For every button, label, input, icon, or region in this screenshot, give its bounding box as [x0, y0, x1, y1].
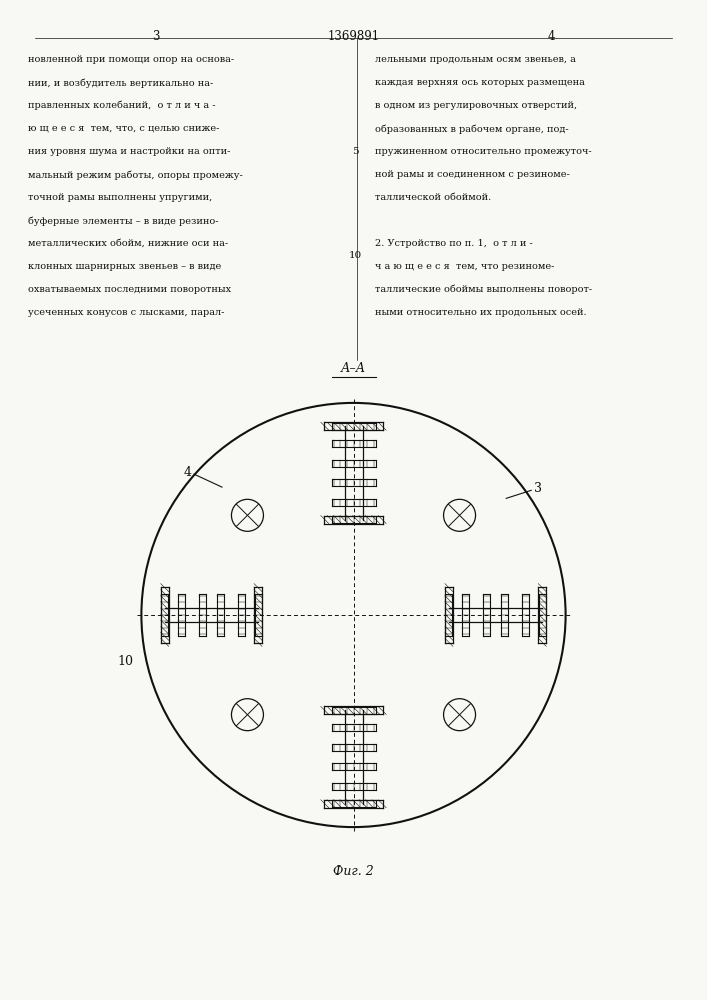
Text: правленных колебаний,  о т л и ч а -: правленных колебаний, о т л и ч а - [28, 101, 216, 110]
Text: 5: 5 [352, 147, 359, 156]
Text: 4: 4 [184, 466, 192, 479]
Text: в одном из регулировочных отверстий,: в одном из регулировочных отверстий, [375, 101, 577, 110]
Text: 2. Устройство по п. 1,  о т л и -: 2. Устройство по п. 1, о т л и - [375, 239, 532, 248]
Text: 1369891: 1369891 [327, 30, 380, 43]
Text: 10: 10 [117, 655, 134, 668]
Text: точной рамы выполнены упругими,: точной рамы выполнены упругими, [28, 193, 213, 202]
Text: таллические обоймы выполнены поворот-: таллические обоймы выполнены поворот- [375, 285, 592, 294]
Text: нии, и возбудитель вертикально на-: нии, и возбудитель вертикально на- [28, 78, 214, 88]
Text: образованных в рабочем органе, под-: образованных в рабочем органе, под- [375, 124, 568, 133]
Text: ч а ю щ е е с я  тем, что резиноме-: ч а ю щ е е с я тем, что резиноме- [375, 262, 554, 271]
Text: клонных шарнирных звеньев – в виде: клонных шарнирных звеньев – в виде [28, 262, 221, 271]
Text: 3: 3 [534, 482, 542, 495]
Text: А–А: А–А [341, 362, 366, 375]
Text: 4: 4 [548, 30, 555, 43]
Text: мальный режим работы, опоры промежу-: мальный режим работы, опоры промежу- [28, 170, 243, 180]
Text: охватываемых последними поворотных: охватываемых последними поворотных [28, 285, 231, 294]
Text: ния уровня шума и настройки на опти-: ния уровня шума и настройки на опти- [28, 147, 230, 156]
Text: 3: 3 [152, 30, 159, 43]
Text: усеченных конусов с лысками, парал-: усеченных конусов с лысками, парал- [28, 308, 225, 317]
Text: металлических обойм, нижние оси на-: металлических обойм, нижние оси на- [28, 239, 228, 248]
Text: буферные элементы – в виде резино-: буферные элементы – в виде резино- [28, 216, 218, 226]
Text: каждая верхняя ось которых размещена: каждая верхняя ось которых размещена [375, 78, 585, 87]
Text: 10: 10 [349, 250, 362, 259]
Text: ными относительно их продольных осей.: ными относительно их продольных осей. [375, 308, 586, 317]
Text: таллической обоймой.: таллической обоймой. [375, 193, 491, 202]
Text: ю щ е е с я  тем, что, с целью сниже-: ю щ е е с я тем, что, с целью сниже- [28, 124, 220, 133]
Text: пружиненном относительно промежуточ-: пружиненном относительно промежуточ- [375, 147, 591, 156]
Text: ной рамы и соединенном с резиноме-: ной рамы и соединенном с резиноме- [375, 170, 569, 179]
Text: Фиг. 2: Фиг. 2 [333, 865, 374, 878]
Text: лельными продольным осям звеньев, а: лельными продольным осям звеньев, а [375, 55, 575, 64]
Text: новленной при помощи опор на основа-: новленной при помощи опор на основа- [28, 55, 235, 64]
